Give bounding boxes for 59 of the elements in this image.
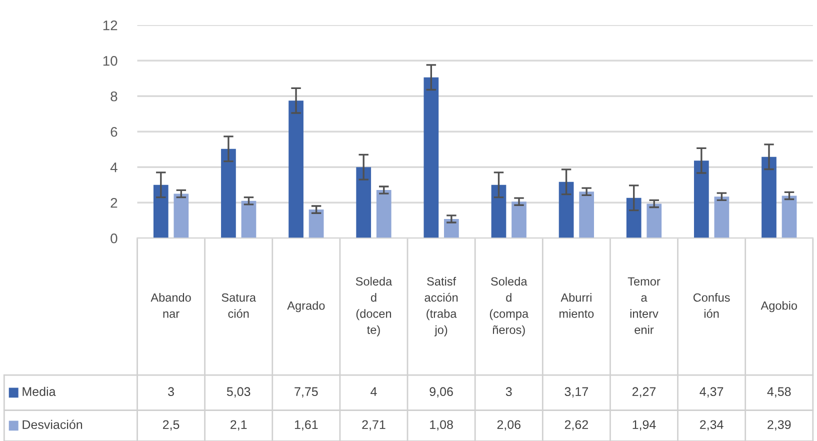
bar: [714, 196, 730, 238]
legend-label: Desviación: [22, 420, 82, 430]
bar: [153, 184, 168, 238]
x-tick-label: Agrado: [287, 301, 325, 312]
x-tick-label: Saturación: [222, 293, 256, 318]
data-label: 1,94: [632, 420, 656, 431]
bar: [444, 218, 459, 238]
data-label: 4: [370, 387, 377, 396]
y-tick-label: 0: [110, 233, 118, 244]
bar: [558, 182, 574, 238]
data-label: 9,06: [430, 387, 453, 398]
bar: [512, 202, 526, 238]
y-tick-label: 4: [110, 162, 118, 172]
data-label: 5,03: [226, 387, 250, 398]
x-tick-label: Soledad (docente): [356, 276, 392, 336]
y-tick-label: 6: [110, 126, 118, 137]
bar: [782, 196, 797, 238]
data-label: 2,1: [230, 420, 247, 431]
data-label: 4,37: [700, 387, 724, 398]
bar: [376, 190, 392, 238]
x-tick-label: Aburrimiento: [560, 293, 594, 318]
legend-label: Media: [22, 386, 56, 396]
bar: [174, 194, 189, 238]
data-label: 2,39: [768, 420, 791, 431]
data-label: 1,61: [294, 420, 318, 431]
data-label: 3: [506, 387, 512, 396]
bar: [762, 156, 776, 238]
bar: [646, 204, 662, 238]
bar: [241, 200, 256, 238]
y-tick-label: 2: [110, 198, 118, 208]
x-tick-label: Agobio: [760, 301, 798, 312]
data-label: 2,27: [632, 387, 656, 398]
bar: [694, 160, 709, 238]
bar: [424, 77, 439, 238]
data-label: 3: [168, 387, 174, 396]
bar: [491, 184, 506, 238]
y-tick-label: 8: [110, 91, 118, 102]
x-tick-label: Confusión: [693, 293, 730, 318]
data-label: 2,71: [362, 420, 386, 431]
data-label: 4,58: [767, 387, 791, 398]
x-tick-label: Temor a intervenir: [628, 277, 660, 334]
data-label: 7,75: [294, 387, 318, 398]
bar: [356, 167, 372, 238]
bar: [221, 148, 236, 238]
bar: [579, 192, 594, 238]
data-label: 2,62: [564, 420, 588, 431]
bar: [288, 100, 304, 238]
bar: [626, 198, 642, 238]
data-label: 1,08: [430, 420, 453, 431]
data-label: 2,06: [497, 420, 520, 431]
x-tick-label: Satisfacción (trabajo): [424, 276, 458, 336]
data-label: 2,5: [162, 420, 180, 431]
y-tick-label: 12: [103, 20, 118, 30]
bar: [308, 210, 324, 238]
x-tick-label: Abandonar: [150, 293, 191, 318]
data-label: 2,34: [700, 420, 724, 431]
x-tick-label: Soledad (compañeros): [490, 276, 529, 336]
y-tick-label: 10: [103, 56, 118, 66]
data-label: 3,17: [564, 387, 588, 398]
